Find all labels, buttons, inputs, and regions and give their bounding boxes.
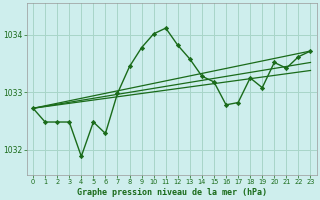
X-axis label: Graphe pression niveau de la mer (hPa): Graphe pression niveau de la mer (hPa) bbox=[77, 188, 267, 197]
